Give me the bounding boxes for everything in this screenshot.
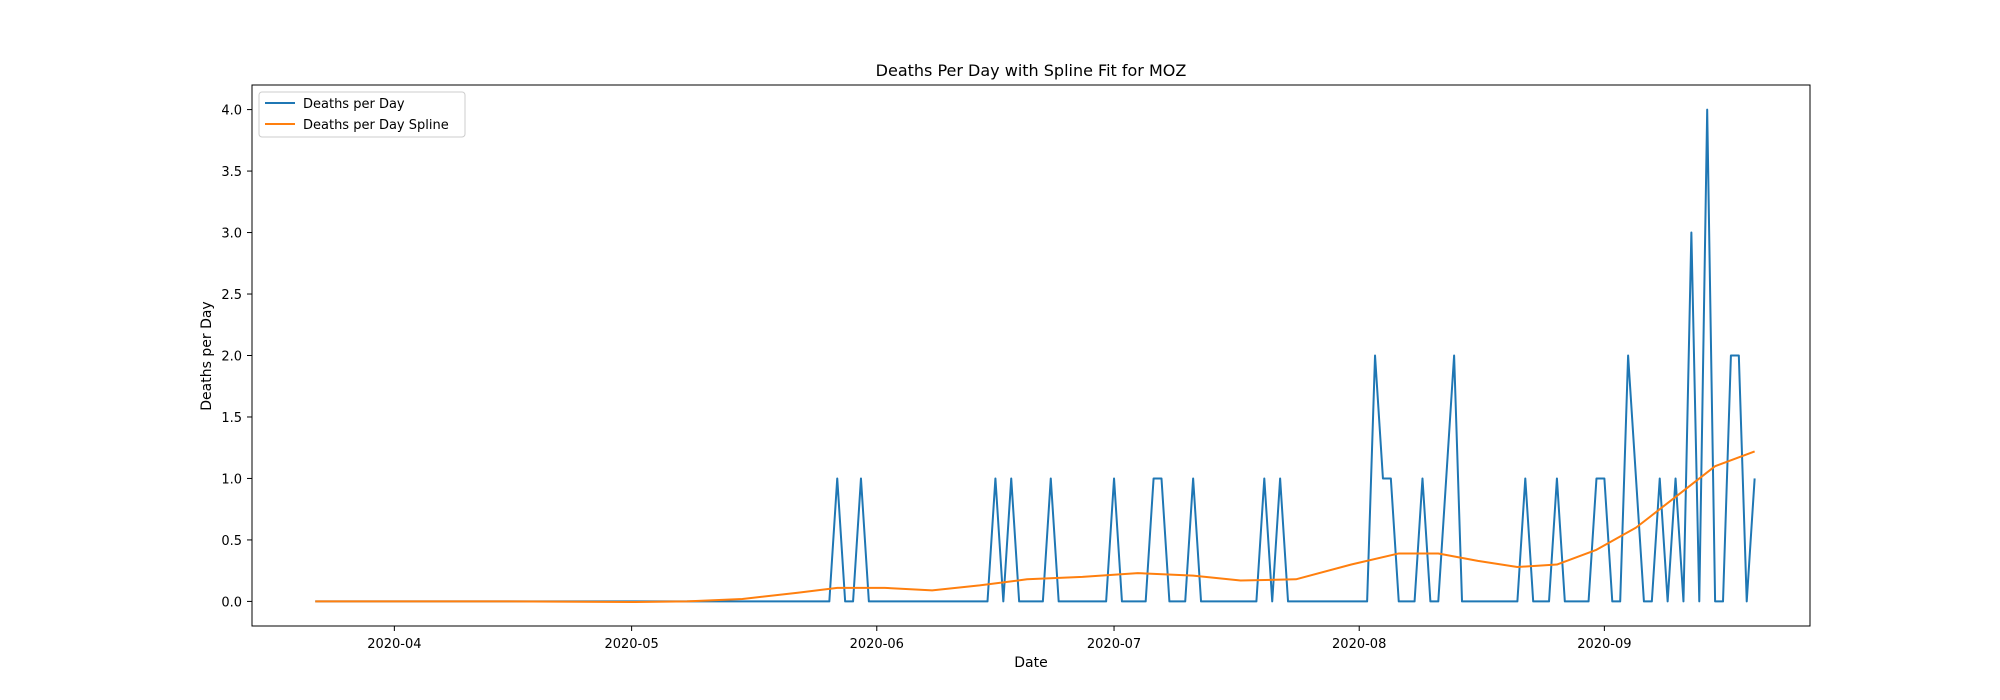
y-tick-label: 2.0 — [221, 350, 242, 365]
x-tick-label: 2020-06 — [850, 637, 904, 652]
y-tick-label: 3.0 — [221, 227, 242, 242]
x-tick-label: 2020-07 — [1087, 637, 1141, 652]
y-tick-label: 3.5 — [221, 165, 242, 180]
y-axis-label: Deaths per Day — [199, 301, 215, 410]
x-tick-label: 2020-09 — [1577, 637, 1631, 652]
x-tick-label: 2020-08 — [1332, 637, 1386, 652]
y-tick-label: 1.0 — [221, 472, 242, 487]
legend-label-spline: Deaths per Day Spline — [303, 118, 449, 133]
y-tick-label: 4.0 — [221, 104, 242, 119]
legend: Deaths per Day Deaths per Day Spline — [258, 91, 466, 138]
y-tick-label: 0.0 — [221, 595, 242, 610]
y-tick-label: 0.5 — [221, 534, 242, 549]
legend-label-deaths: Deaths per Day — [303, 97, 405, 112]
chart-title: Deaths Per Day with Spline Fit for MOZ — [876, 61, 1187, 80]
x-axis-label: Date — [1014, 655, 1047, 671]
series-line-deaths-spline — [315, 450, 1755, 604]
series-line-deaths-per-day — [315, 108, 1756, 603]
legend-box — [258, 91, 466, 138]
y-tick-label: 1.5 — [221, 411, 242, 426]
x-tick-label: 2020-04 — [367, 637, 421, 652]
y-tick-label: 2.5 — [221, 288, 242, 303]
plot-frame — [251, 84, 1811, 627]
x-tick-label: 2020-05 — [604, 637, 658, 652]
